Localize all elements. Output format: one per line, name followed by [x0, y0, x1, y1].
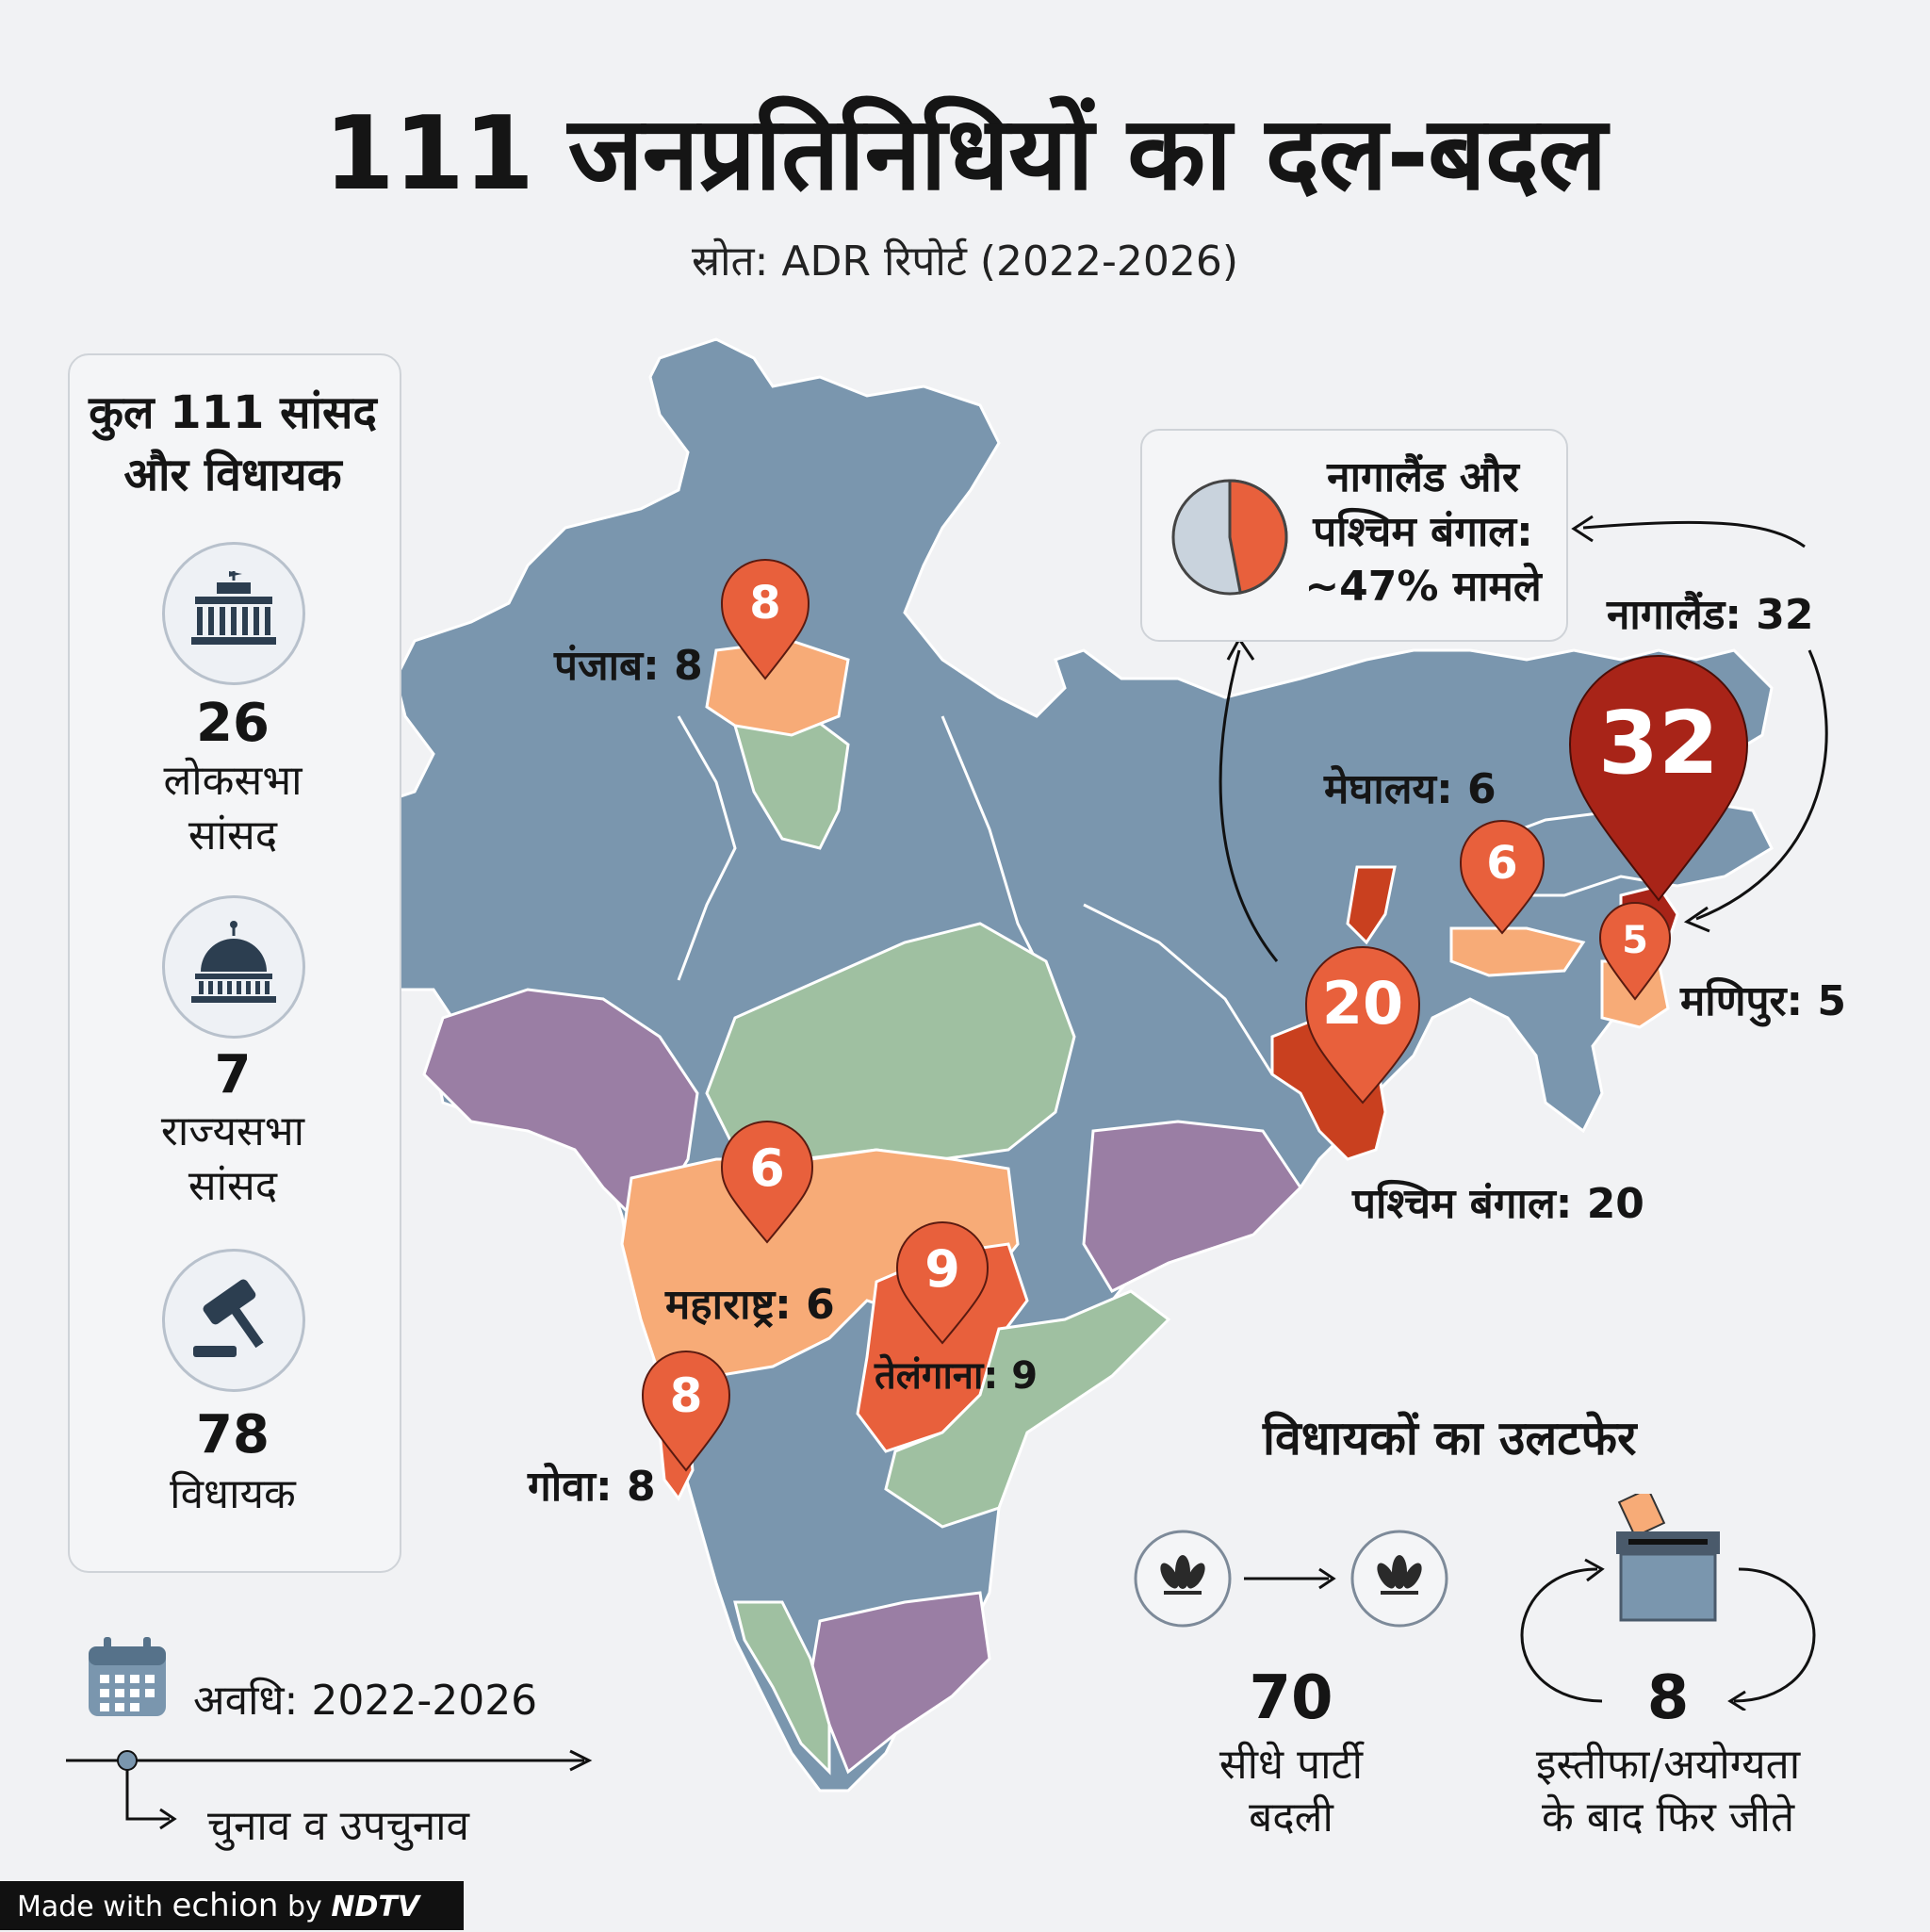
- dome-icon: [162, 895, 305, 1039]
- direct-switch-label-line2: बदली: [1249, 1793, 1333, 1842]
- footer-credit: Made with echion by NDTV: [0, 1881, 464, 1930]
- callout-line1: नागालैंड और: [1327, 453, 1519, 501]
- pin-nagaland: [1568, 655, 1749, 902]
- label-nagaland: नागालैंड: 32: [1607, 591, 1814, 639]
- panel-title: कुल 111 सांसद और विधायक: [68, 382, 398, 506]
- lotus-icon: [1160, 1555, 1205, 1595]
- loksabha-label-line1: लोकसभा: [163, 757, 303, 805]
- footer-brand: echion: [172, 1887, 279, 1924]
- loksabha-label: लोकसभा सांसद: [68, 754, 398, 863]
- rajyasabha-label-line1: राज्यसभा: [160, 1107, 305, 1155]
- rewin-label: इस्तीफा/अयोग्यता के बाद फिर जीते: [1470, 1739, 1866, 1844]
- pin-value-manipur: 5: [1622, 919, 1648, 962]
- callout-box: [1140, 429, 1568, 642]
- label-goa: गोवा: 8: [528, 1463, 656, 1511]
- pin-punjab: [720, 559, 810, 680]
- party-switch-graphic: [1134, 1530, 1448, 1628]
- pin-value-punjab: 8: [749, 577, 781, 630]
- ballot-box-graphic: [1520, 1494, 1816, 1711]
- callout-line3: ~47% मामले: [1304, 563, 1542, 611]
- gavel-icon: [162, 1249, 305, 1392]
- mla-count: 78: [196, 1404, 270, 1465]
- pin-value-telangana: 9: [924, 1239, 960, 1299]
- mla-label: विधायक: [170, 1470, 296, 1518]
- label-meghalaya: मेघालय: 6: [1324, 765, 1497, 813]
- timeline-axis: [66, 1749, 593, 1830]
- pin-goa: [641, 1351, 731, 1472]
- parliament-icon: [162, 542, 305, 685]
- loksabha-label-line2: सांसद: [188, 811, 278, 860]
- period-label: अवधि: 2022-2026: [193, 1677, 538, 1725]
- pin-meghalaya: [1459, 820, 1546, 935]
- pin-value-west-bengal: 20: [1321, 969, 1404, 1038]
- rajyasabha-label-line2: सांसद: [188, 1162, 278, 1210]
- rajyasabha-count: 7: [214, 1044, 252, 1105]
- page-title: 111 जनप्रतिनिधियों का दल-बदल: [323, 95, 1608, 213]
- footer-partner: NDTV: [331, 1891, 420, 1924]
- timeline-note: चुनाव व उपचुनाव: [207, 1802, 469, 1850]
- direct-switch-count: 70: [1249, 1663, 1333, 1733]
- pin-manipur: [1598, 902, 1672, 1001]
- pin-west-bengal: [1304, 946, 1421, 1105]
- pin-value-meghalaya: 6: [1486, 837, 1518, 890]
- label-telangana: तेलंगाना: 9: [875, 1354, 1039, 1398]
- footer-made-with: Made with: [17, 1891, 163, 1924]
- label-maharashtra: महाराष्ट्र: 6: [665, 1281, 835, 1329]
- footer-by: by: [287, 1891, 322, 1924]
- rewin-count: 8: [1646, 1663, 1690, 1733]
- calendar-icon: [89, 1637, 166, 1716]
- label-punjab: पंजाब: 8: [554, 642, 703, 690]
- pin-maharashtra: [720, 1121, 814, 1244]
- label-west-bengal: पश्चिम बंगाल: 20: [1352, 1180, 1644, 1228]
- direct-switch-label: सीधे पार्टी बदली: [1159, 1739, 1423, 1844]
- lotus-icon: [1377, 1555, 1422, 1595]
- share-pie-icon: [1171, 479, 1288, 596]
- pin-value-goa: 8: [669, 1368, 703, 1423]
- rewin-label-line1: इस्तीफा/अयोग्यता: [1535, 1741, 1801, 1789]
- pin-value-nagaland: 32: [1597, 693, 1720, 794]
- label-manipur: मणिपुर: 5: [1680, 977, 1847, 1025]
- mla-shift-title: विधायकों का उलटफेर: [1263, 1411, 1637, 1465]
- rajyasabha-label: राज्यसभा सांसद: [68, 1105, 398, 1214]
- loksabha-count: 26: [196, 693, 270, 754]
- callout-line2: पश्चिम बंगाल:: [1313, 508, 1533, 556]
- callout-text: नागालैंड और पश्चिम बंगाल: ~47% मामले: [1296, 450, 1550, 614]
- direct-switch-label-line1: सीधे पार्टी: [1219, 1741, 1364, 1789]
- panel-title-line2: और विधायक: [123, 449, 342, 501]
- source-subtitle: स्रोत: ADR रिपोर्ट (2022-2026): [691, 237, 1239, 286]
- pin-telangana: [895, 1221, 990, 1345]
- rewin-label-line2: के बाद फिर जीते: [1541, 1793, 1795, 1842]
- pin-value-maharashtra: 6: [749, 1138, 785, 1198]
- panel-title-line1: कुल 111 सांसद: [89, 386, 377, 439]
